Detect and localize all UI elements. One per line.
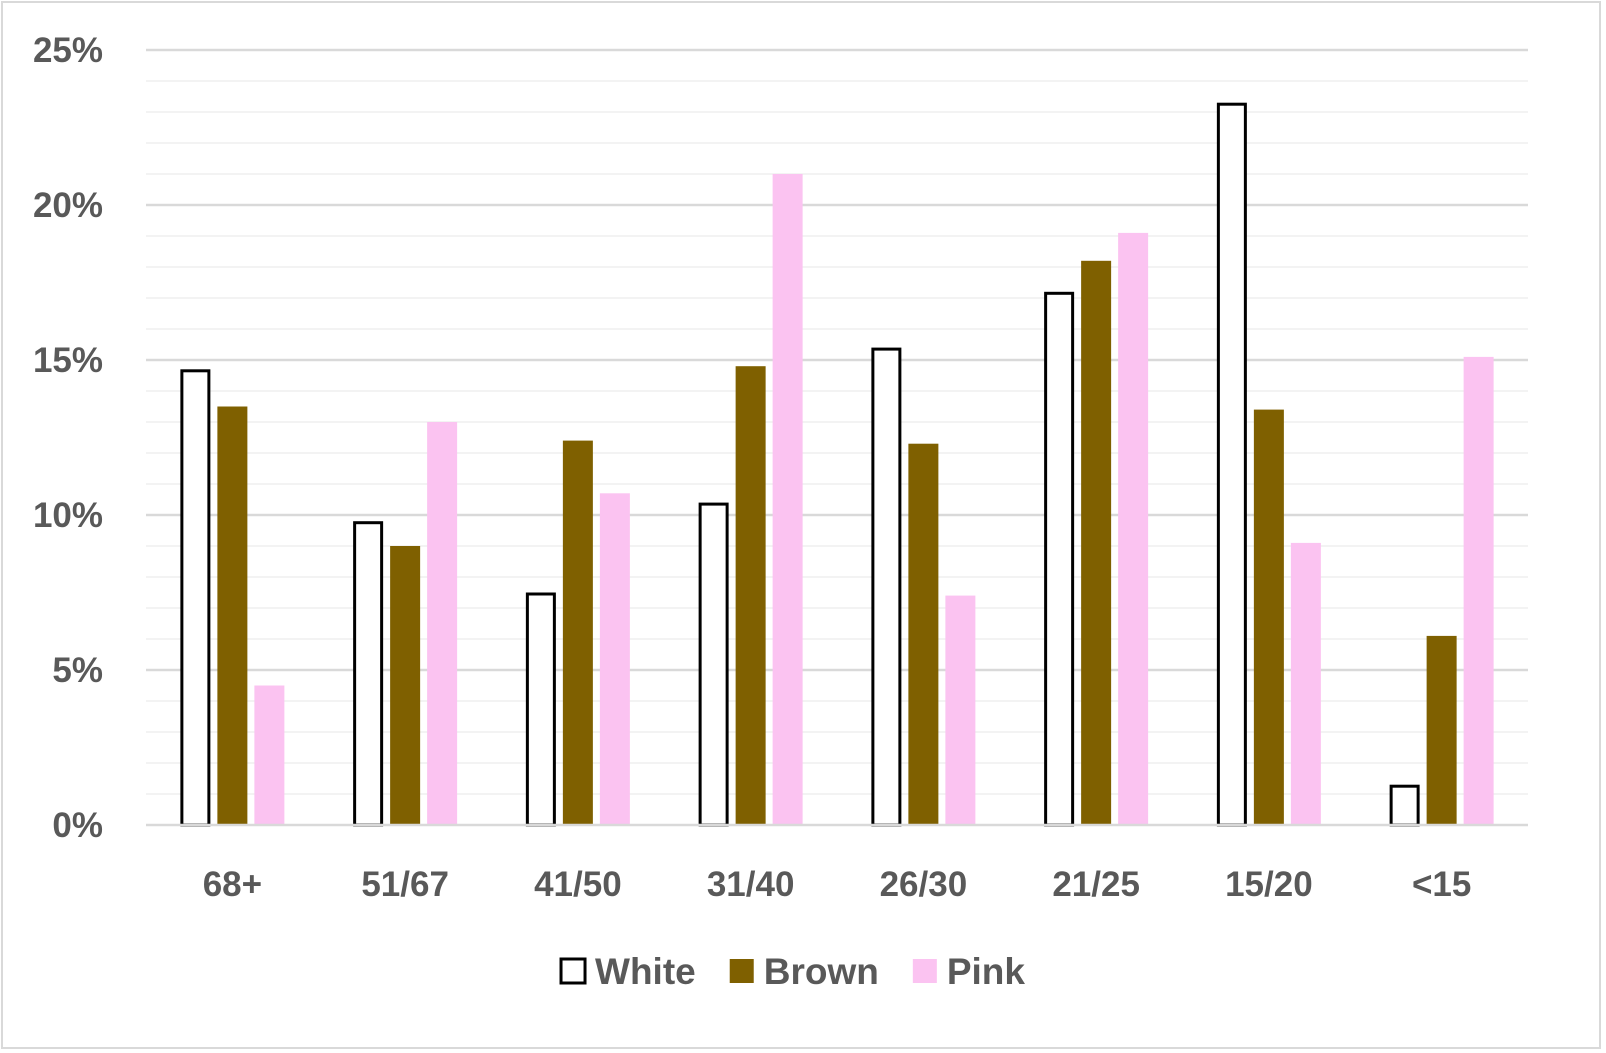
bars-layer [180,102,1494,827]
x-tick-label: 68+ [203,865,262,904]
legend: White Brown Pink [559,951,1026,992]
bar-brown-3 [735,366,766,825]
bar-pink-5 [1118,232,1149,825]
legend-label-brown: Brown [764,951,879,992]
x-axis-tick-labels: 68+ 51/67 41/50 31/40 26/30 21/25 15/20 <15 [203,865,1472,904]
bar-white-3 [698,502,729,827]
y-tick-label: 5% [52,651,103,690]
bar-white-1 [353,521,384,827]
legend-label-white: White [595,951,696,992]
bar-pink-7 [1463,356,1494,825]
bar-pink-6 [1290,542,1321,825]
bar-pink-2 [599,493,630,825]
bar-pink-1 [427,422,458,825]
x-tick-label: 41/50 [534,865,622,904]
bar-white-2 [525,592,556,827]
y-tick-label: 25% [33,31,103,70]
y-tick-label: 15% [33,341,103,380]
bar-brown-1 [390,546,421,825]
x-tick-label: 31/40 [707,865,795,904]
bar-brown-6 [1253,409,1284,825]
bar-white-7 [1389,784,1420,827]
bar-pink-0 [254,685,285,825]
y-axis-tick-labels: 0% 5% 10% 15% 20% 25% [33,31,103,845]
legend-swatch-brown [729,959,754,983]
y-tick-label: 0% [52,806,103,845]
x-tick-label: <15 [1412,865,1471,904]
x-tick-label: 15/20 [1225,865,1313,904]
bar-brown-2 [562,440,593,825]
legend-swatch-pink [912,959,937,983]
y-tick-label: 10% [33,496,103,535]
y-tick-label: 20% [33,186,103,225]
bar-white-6 [1216,102,1247,827]
bar-brown-4 [908,443,939,825]
bar-chart: 0% 5% 10% 15% 20% 25% 68+ 51/67 41/50 31/40 26/30… [33,31,1528,992]
legend-swatch-white [559,957,587,985]
bar-pink-3 [772,174,803,825]
bar-brown-7 [1426,635,1457,825]
bar-white-5 [1044,291,1075,827]
bar-white-0 [180,369,211,827]
x-tick-label: 26/30 [880,865,968,904]
bar-brown-5 [1081,260,1112,825]
x-tick-label: 21/25 [1052,865,1140,904]
bar-brown-0 [217,406,248,825]
legend-label-pink: Pink [947,951,1026,992]
x-tick-label: 51/67 [361,865,449,904]
bar-white-4 [871,347,902,827]
bar-pink-4 [945,595,976,825]
